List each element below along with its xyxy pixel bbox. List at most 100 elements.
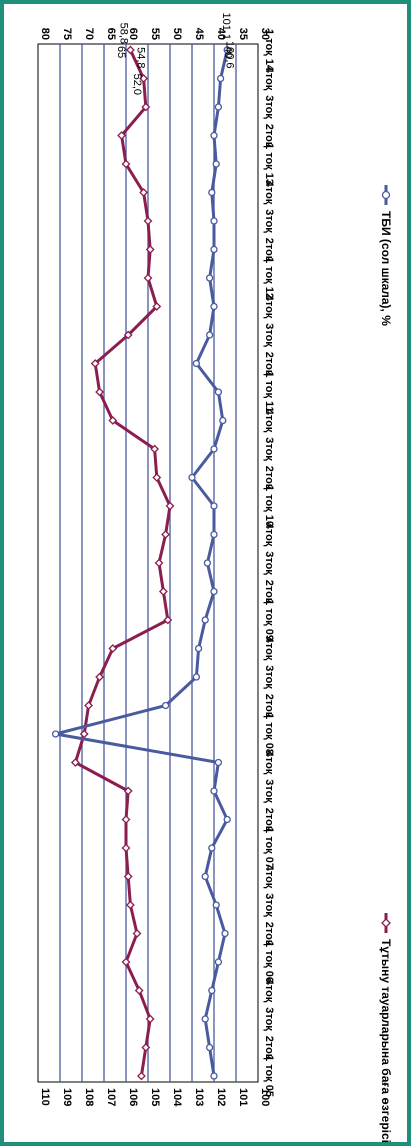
series-point-0 bbox=[141, 102, 151, 112]
series-point-0 bbox=[165, 501, 175, 511]
left-axis-tick-label: 102 bbox=[215, 1088, 227, 1106]
left-axis-tick-label: 107 bbox=[105, 1088, 117, 1106]
right-axis-tick-label: 80 bbox=[39, 28, 51, 40]
series-point-1 bbox=[210, 587, 218, 596]
series-point-1 bbox=[216, 74, 225, 83]
data-label: 100,6 bbox=[224, 41, 236, 69]
category-label: 1 тоқ 09 bbox=[263, 599, 275, 641]
series-point-0 bbox=[136, 1071, 146, 1081]
series-point-1 bbox=[219, 416, 227, 425]
category-label: 2тоқ bbox=[263, 922, 275, 946]
series-point-1 bbox=[212, 160, 220, 168]
series-point-1 bbox=[203, 559, 212, 567]
right-axis-tick-label: 70 bbox=[83, 28, 95, 40]
chart-svg: 1001011021031041051061071081091103035404… bbox=[37, 12, 393, 1142]
category-label: 3тоқ bbox=[263, 437, 275, 461]
series-point-1 bbox=[201, 872, 209, 881]
series-point-1 bbox=[192, 359, 201, 368]
data-label: 54,8 bbox=[135, 47, 147, 68]
category-label: 1 тоқ 05 bbox=[263, 1055, 275, 1097]
series-point-0 bbox=[143, 216, 153, 226]
series-point-0 bbox=[134, 986, 144, 995]
category-label: 4тоқ bbox=[263, 637, 275, 661]
series-point-1 bbox=[210, 302, 218, 311]
series-point-1 bbox=[205, 274, 214, 282]
series-point-0 bbox=[158, 587, 168, 596]
series-point-1 bbox=[210, 1072, 218, 1080]
category-label: 4тоқ bbox=[263, 865, 275, 889]
right-axis-tick-label: 30 bbox=[259, 28, 271, 40]
right-axis-tick-label: 40 bbox=[215, 28, 227, 40]
category-label: 4тоқ bbox=[263, 67, 275, 91]
series-point-0 bbox=[121, 843, 131, 853]
series-point-1 bbox=[210, 530, 218, 539]
category-label: 3тоқ bbox=[263, 95, 275, 119]
legend-item-1: ТБИ (сол шкала), % bbox=[379, 185, 393, 326]
series-line-1 bbox=[54, 49, 229, 1077]
series-point-0 bbox=[90, 359, 100, 368]
right-axis-tick-label: 35 bbox=[237, 28, 249, 40]
legend-label: Тұтыну тауарларына баға өзгерісінің ДИ bbox=[379, 939, 393, 1142]
left-axis-tick-label: 101 bbox=[237, 1088, 249, 1106]
right-axis-tick-label: 75 bbox=[61, 28, 73, 40]
series-point-0 bbox=[95, 387, 105, 397]
right-axis-tick-label: 55 bbox=[149, 28, 161, 40]
category-label: 1 тоқ 06 bbox=[263, 941, 275, 983]
left-axis-tick-label: 108 bbox=[83, 1088, 95, 1106]
series-point-0 bbox=[125, 900, 135, 910]
series-point-0 bbox=[132, 929, 142, 938]
series-point-0 bbox=[121, 159, 131, 169]
series-point-1 bbox=[205, 331, 214, 339]
category-label: 2тоқ bbox=[263, 352, 275, 376]
series-point-0 bbox=[163, 615, 173, 625]
legend-swatch-marker bbox=[381, 918, 391, 928]
series-point-1 bbox=[210, 502, 218, 510]
series-point-0 bbox=[139, 188, 149, 197]
category-label: 1 тоқ 11 bbox=[263, 371, 275, 412]
series-point-1 bbox=[221, 929, 229, 938]
series-point-1 bbox=[214, 103, 223, 111]
series-point-1 bbox=[210, 217, 218, 225]
category-label: 4тоқ bbox=[263, 295, 275, 319]
data-label: 101,1 bbox=[220, 12, 232, 40]
series-point-1 bbox=[210, 445, 218, 453]
series-point-0 bbox=[143, 273, 153, 283]
extra-tick-label: 40 bbox=[222, 46, 234, 58]
right-axis-tick-label: 60 bbox=[127, 28, 139, 40]
series-point-0 bbox=[154, 558, 164, 568]
category-label: 1 тоқ 07 bbox=[263, 827, 275, 869]
category-label: 3тоқ bbox=[263, 665, 275, 689]
series-point-0 bbox=[70, 758, 80, 767]
category-label: 2тоқ bbox=[263, 466, 275, 490]
series-point-0 bbox=[150, 444, 160, 454]
category-label: 3тоқ bbox=[263, 1007, 275, 1031]
series-point-1 bbox=[214, 958, 223, 966]
series-point-0 bbox=[84, 701, 94, 710]
series-point-0 bbox=[125, 45, 135, 55]
series-point-0 bbox=[145, 245, 155, 254]
series-point-1 bbox=[223, 46, 231, 54]
series-point-1 bbox=[192, 673, 201, 681]
category-label: 3тоқ bbox=[263, 323, 275, 347]
category-label: 2тоқ bbox=[263, 238, 275, 262]
series-point-0 bbox=[123, 786, 133, 796]
left-axis-tick-label: 110 bbox=[39, 1088, 51, 1106]
left-axis-tick-label: 105 bbox=[149, 1088, 161, 1106]
category-label: 3тоқ bbox=[263, 893, 275, 917]
category-label: 2тоқ bbox=[263, 1036, 275, 1060]
legend-label: ТБИ (сол шкала), % bbox=[379, 211, 393, 326]
series-point-1 bbox=[208, 844, 216, 852]
category-label: 3тоқ bbox=[263, 779, 275, 803]
category-label: 3тоқ bbox=[263, 209, 275, 233]
series-point-0 bbox=[145, 1014, 155, 1024]
category-label: 4тоқ bbox=[263, 523, 275, 547]
data-label: 58,8 bbox=[117, 23, 129, 44]
left-axis-tick-label: 103 bbox=[193, 1088, 205, 1106]
category-label: 2тоқ bbox=[263, 808, 275, 832]
extra-tick-label: 65 bbox=[115, 46, 127, 58]
data-label: 52,0 bbox=[131, 74, 143, 95]
series-point-0 bbox=[121, 815, 131, 824]
series-point-1 bbox=[214, 388, 223, 396]
series-point-1 bbox=[188, 473, 196, 482]
